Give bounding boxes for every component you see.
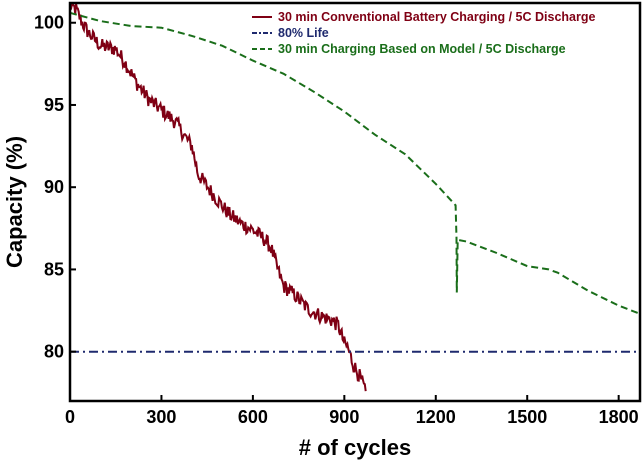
x-tick-label: 0 [65,407,75,427]
series-line-2 [70,11,640,315]
y-tick-label: 100 [34,13,64,33]
x-tick-label: 1200 [416,407,456,427]
x-axis-label: # of cycles [299,435,412,460]
x-tick-label: 600 [238,407,268,427]
y-tick-label: 85 [44,259,64,279]
y-axis-label: Capacity (%) [2,136,27,268]
y-tick-label: 90 [44,177,64,197]
x-tick-label: 900 [329,407,359,427]
legend-entry-2: 30 min Charging Based on Model / 5C Disc… [278,42,566,56]
legend: 30 min Conventional Battery Charging / 5… [252,10,595,56]
y-axis: 80 85 90 95 100 [34,13,76,362]
legend-entry-0: 30 min Conventional Battery Charging / 5… [278,10,595,24]
x-tick-label: 300 [146,407,176,427]
y-tick-label: 80 [44,342,64,362]
x-tick-label: 1800 [599,407,639,427]
y-tick-label: 95 [44,95,64,115]
x-axis: 0 300 600 900 1200 1500 1800 [65,395,639,427]
legend-entry-1: 80% Life [278,26,329,40]
series-line-0 [70,3,367,392]
x-tick-label: 1500 [507,407,547,427]
plot-frame [68,1,642,403]
plot-area [70,3,640,392]
